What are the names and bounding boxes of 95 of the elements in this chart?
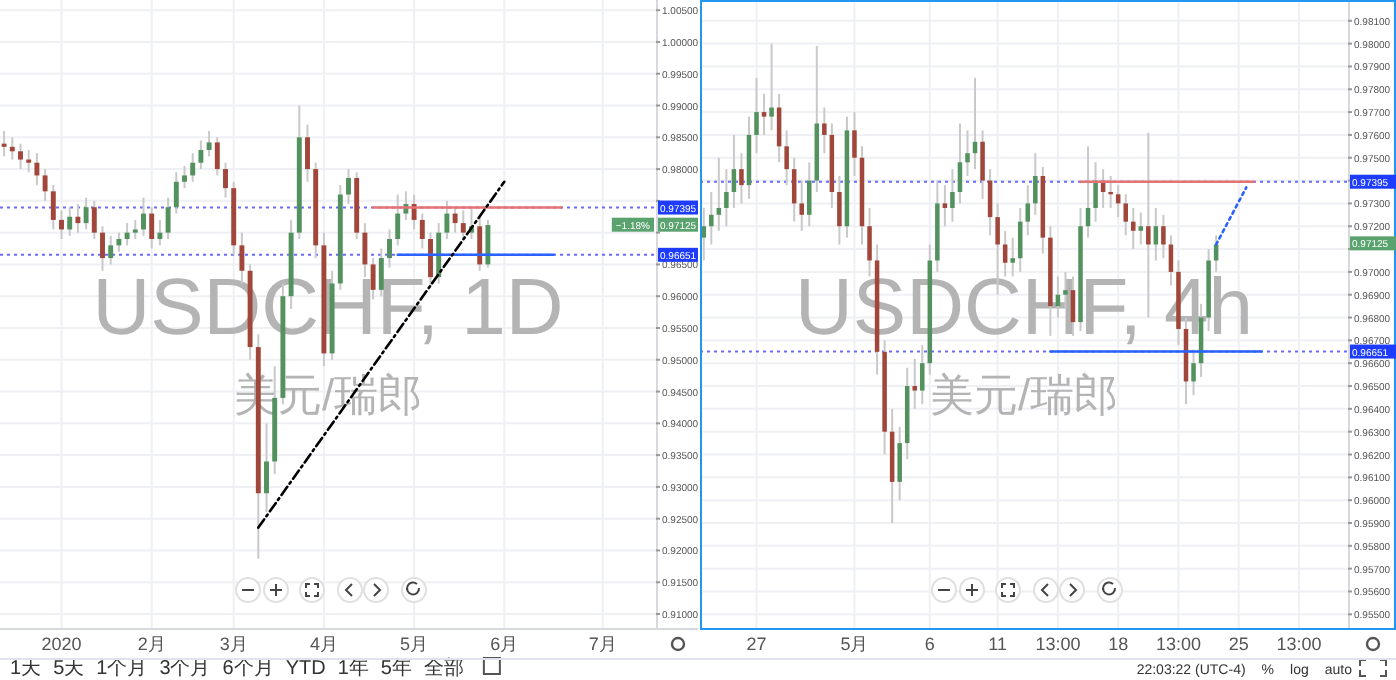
candlestick: [912, 357, 917, 410]
candlestick: [26, 149, 32, 174]
candlestick: [477, 215, 483, 272]
candlestick: [223, 161, 228, 199]
candlestick: [149, 206, 155, 250]
text: YTD: [285, 658, 326, 680]
candlestick: [305, 123, 310, 183]
x-tick-label: 5月: [400, 634, 429, 654]
x-tick-label: 13:00: [1155, 634, 1201, 654]
x-tick-label: 2月: [137, 634, 166, 654]
candlestick: [822, 106, 827, 155]
x-tick-label: 13:00: [1276, 634, 1322, 654]
candlestick: [867, 206, 872, 278]
candlestick: [1146, 131, 1151, 319]
candlestick: [716, 156, 722, 232]
candlestick: [157, 218, 163, 247]
candlestick: [852, 111, 857, 177]
candlestick: [42, 168, 48, 202]
candlestick: [141, 196, 146, 237]
candlestick: [9, 136, 15, 161]
candlestick: [264, 422, 269, 514]
candlestick: [387, 228, 392, 269]
candlestick: [1033, 152, 1038, 216]
candlestick: [837, 175, 842, 246]
candlestick: [1138, 211, 1144, 246]
candlestick: [444, 199, 450, 240]
text: 1年: [337, 656, 369, 680]
x-tick-label: 27: [746, 634, 767, 654]
candlestick: [1002, 229, 1008, 278]
x-tick-label: 4月: [309, 634, 338, 654]
candlestick: [206, 129, 212, 158]
x-tick-label: 5月: [840, 634, 869, 654]
candlestick: [769, 42, 774, 132]
candlestick: [1161, 213, 1166, 260]
candlestick: [436, 222, 442, 285]
candlestick: [362, 222, 368, 279]
x-tick-label: 7月: [588, 634, 617, 654]
candlestick: [754, 76, 759, 155]
candlestick: [1025, 184, 1031, 237]
candlestick: [701, 206, 707, 262]
candlestick: [132, 218, 138, 240]
candlestick: [190, 152, 196, 183]
candlestick: [965, 129, 970, 177]
text: 美元/瑞郎: [929, 370, 1119, 420]
text: 5年: [380, 656, 412, 680]
x-tick-label: 2020: [41, 634, 82, 654]
candlestick: [1123, 193, 1128, 237]
x-tick-label: 3月: [219, 634, 248, 654]
candlestick: [761, 92, 767, 136]
candlestick: [1108, 175, 1113, 209]
candlestick: [419, 212, 425, 250]
candlestick: [124, 222, 130, 247]
candlestick: [957, 122, 963, 205]
candlestick: [346, 168, 351, 206]
candlestick: [1131, 206, 1136, 251]
candlestick: [59, 209, 64, 240]
candlestick: [784, 129, 789, 187]
candlestick: [182, 164, 187, 190]
candlestick: [67, 206, 73, 237]
x-tick-label: 25: [1228, 634, 1249, 654]
candlestick: [198, 139, 204, 171]
candlestick: [18, 142, 23, 171]
candlestick: [452, 206, 458, 234]
candlestick: [83, 196, 89, 231]
candlestick: [980, 129, 985, 200]
candlestick: [724, 168, 729, 228]
candlestick: [165, 196, 171, 240]
candlestick: [214, 136, 220, 177]
candlestick: [50, 183, 56, 231]
candlestick: [1, 129, 7, 158]
candlestick: [173, 171, 179, 215]
candlestick: [34, 152, 40, 186]
candlestick: [1093, 161, 1098, 223]
candlestick: [920, 343, 925, 406]
candlestick: [100, 225, 105, 272]
candlestick: [807, 161, 812, 228]
candlestick: [395, 193, 401, 247]
candlestick: [897, 426, 902, 502]
x-tick-label: 13:00: [1035, 634, 1081, 654]
candlestick: [709, 190, 714, 246]
candlestick: [485, 218, 491, 269]
candlestick: [739, 152, 744, 205]
x-tick-label: 6: [924, 634, 935, 654]
x-tick-label: 18: [1108, 634, 1129, 654]
candlestick: [460, 209, 466, 240]
candlestick: [1191, 348, 1196, 397]
candlestick: [108, 234, 114, 266]
candlestick: [942, 184, 948, 228]
x-tick-label: 6月: [490, 634, 519, 654]
x-tick-label: 11: [988, 634, 1007, 654]
candlestick: [91, 199, 97, 240]
candlestick: [75, 203, 81, 234]
candlestick: [950, 168, 955, 223]
candlestick: [116, 231, 122, 253]
candlestick: [799, 179, 804, 232]
